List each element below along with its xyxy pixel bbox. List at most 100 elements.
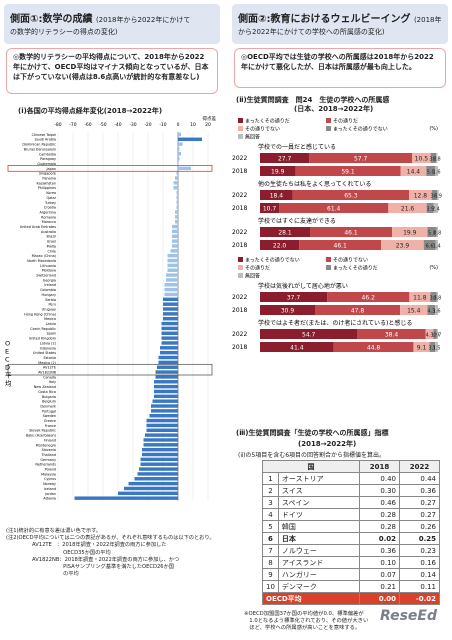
- segment-value: 57.7: [354, 156, 368, 163]
- footnote-av12te-cont: OECD35か国の平均: [32, 549, 111, 556]
- left-header: 側面①:数学の成績 (2018年から2022年にかけて の数学的リテラシーの得点…: [4, 4, 220, 44]
- segment-value: 47.8: [351, 308, 365, 315]
- value-2022-cell: 0.26: [399, 520, 440, 533]
- oecd-side-label-char: O: [5, 339, 10, 347]
- footnote-av1822nb-cont2: の平均: [32, 571, 79, 578]
- value-2022-cell: 0.14: [399, 568, 440, 581]
- stack-segment: [436, 227, 438, 237]
- country-label: Thailand: [40, 453, 56, 457]
- rank-cell: 9: [262, 568, 279, 581]
- stack-segment: [435, 305, 438, 315]
- stack-segment: [295, 166, 401, 176]
- belonging-chart-subtitle: (日本、2018→2022年): [294, 105, 374, 113]
- country-label: Slovak Republic: [29, 429, 56, 433]
- stack-segment: [433, 329, 437, 339]
- stack-segment: [436, 329, 438, 339]
- country-label: Italy: [49, 380, 56, 384]
- table-row: 9 ハンガリー 0.07 0.14: [262, 568, 440, 581]
- legend-swatch: [238, 265, 243, 270]
- value-2022-cell: 0.25: [399, 532, 440, 545]
- country-label: Denmark: [40, 404, 56, 408]
- score-bar: [172, 244, 178, 248]
- country-label: Moldova: [42, 269, 56, 273]
- stack-segment: [435, 240, 438, 250]
- country-label: Portugal: [42, 409, 56, 413]
- segment-value: 10.7: [263, 206, 277, 213]
- country-label: Mexico: [44, 317, 56, 321]
- country-label: Romania: [41, 215, 56, 219]
- segment-value: 23.9: [396, 243, 410, 250]
- left-footnotes: (注1)統計的に有意な差は濃い色で示す。 (注2)OECD平均については二つの表…: [6, 528, 215, 578]
- country-label: Panama: [42, 177, 56, 181]
- stack-segment: [427, 305, 436, 315]
- score-bar: [164, 287, 178, 292]
- country-label: Korea: [46, 191, 56, 195]
- country-label: Bulgaria: [42, 395, 56, 399]
- legend-label: まったくその通りだ: [245, 118, 290, 125]
- rank-cell: 7: [262, 544, 279, 557]
- score-bar: [166, 273, 178, 277]
- score-bar: [152, 399, 178, 403]
- country-label: Turkey: [44, 201, 56, 205]
- score-bar: [160, 350, 178, 355]
- rank-cell: 4: [262, 508, 279, 521]
- country-label: Germany: [40, 458, 56, 462]
- watermark-logo: ReseEd: [380, 608, 437, 624]
- value-2018-cell: 0.28: [359, 520, 400, 533]
- segment-value: 3.9: [426, 207, 434, 213]
- score-bar: [173, 186, 178, 190]
- segment-value: 22.0: [273, 243, 287, 250]
- table-row: 7 ノルウェー 0.36 0.23: [262, 544, 440, 557]
- year-label: 2022: [232, 331, 247, 338]
- country-label: AV1822NB: [38, 371, 57, 375]
- score-bar: [166, 278, 178, 282]
- segment-value: 37.7: [287, 295, 301, 302]
- score-bar: [140, 462, 178, 466]
- legend-label: その通りでない: [333, 257, 368, 264]
- country-label: United States: [33, 351, 56, 355]
- score-bar: [178, 142, 183, 146]
- segment-value: 10.5: [415, 156, 429, 163]
- score-bar: [154, 384, 178, 389]
- oecd-side-label-char: 均: [5, 378, 12, 387]
- stack-segment: [433, 203, 438, 213]
- country-label: Guatemala: [37, 162, 56, 166]
- stack-segment: [260, 203, 280, 213]
- footnote-av1822nb: AV1822NB：2018年調査・2022年調査の両方に参加し、かつ: [32, 556, 180, 563]
- value-2018-cell: 0.40: [359, 472, 400, 485]
- score-bar: [139, 467, 178, 471]
- score-bar: [161, 321, 178, 326]
- rank-cell: 8: [262, 556, 279, 569]
- stack-segment: [400, 305, 428, 315]
- year-label: 2022: [232, 192, 247, 199]
- legend-swatch: [238, 273, 243, 278]
- country-label: Paraguay: [40, 157, 56, 161]
- stack-segment: [436, 153, 438, 163]
- country-label: Georgia: [43, 278, 56, 282]
- country-label: Hungary: [42, 293, 56, 297]
- score-bar: [167, 258, 178, 263]
- country-cell: スイス: [277, 484, 361, 497]
- score-bar: [143, 438, 178, 442]
- score-bar: [158, 355, 178, 360]
- country-label: Philippines: [38, 186, 57, 190]
- country-label: Latvia: [46, 322, 56, 326]
- country-label: Israel: [47, 240, 56, 244]
- left-summary-note: ◎数学的リテラシーの平均得点について、2018年から2022年にかけて、OECD…: [6, 48, 218, 94]
- country-label: Albania: [43, 497, 56, 501]
- segment-value: 46.1: [334, 243, 348, 250]
- item-label: 学校ではすぐに友達ができる: [258, 217, 336, 225]
- rank-cell: 1: [262, 472, 279, 485]
- table-row: 5 韓国 0.28 0.26: [262, 520, 440, 533]
- legend-swatch: [238, 118, 243, 123]
- belonging-chart-title: (ⅱ)生徒質問調査 問24 生徒の学校への所属感: [236, 96, 390, 104]
- segment-value: 3.1: [428, 346, 436, 352]
- country-cell: ハンガリー: [277, 568, 361, 581]
- rank-cell: 2: [262, 484, 279, 497]
- country-label: Poland: [45, 468, 56, 472]
- segment-value: 30.9: [281, 308, 295, 315]
- stack-segment: [279, 203, 389, 213]
- value-2022-cell: 0.44: [399, 472, 440, 485]
- segment-value: 2.4: [432, 207, 440, 213]
- country-label: Norway: [43, 482, 56, 486]
